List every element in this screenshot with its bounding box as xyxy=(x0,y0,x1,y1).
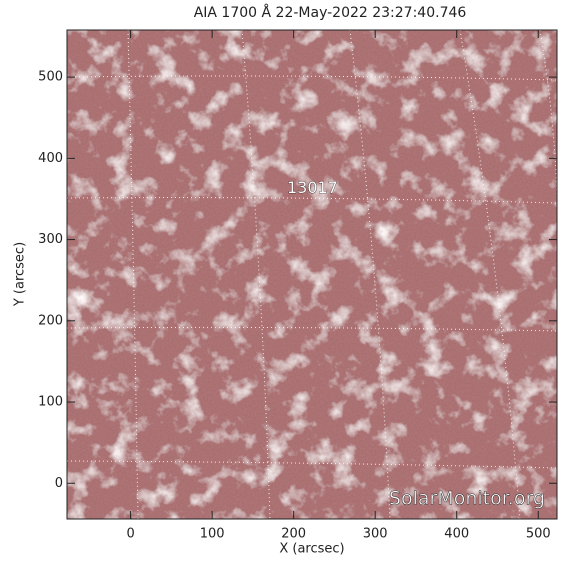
region-label: 13017 xyxy=(287,178,338,197)
y-tick-label: 0 xyxy=(55,476,63,491)
heliographic-grid xyxy=(66,29,558,520)
x-axis-label: X (arcsec) xyxy=(279,542,344,557)
x-tick-label: 200 xyxy=(281,527,306,542)
plot-frame xyxy=(66,29,558,520)
y-tick-label: 200 xyxy=(38,313,63,328)
y-tick-label: 300 xyxy=(38,232,63,247)
y-tick-label: 400 xyxy=(38,151,63,166)
x-tick-label: 500 xyxy=(526,527,551,542)
chart-title: AIA 1700 Å 22-May-2022 23:27:40.746 xyxy=(194,4,467,21)
y-axis-label: Y (arcsec) xyxy=(13,242,28,307)
y-tick-label: 500 xyxy=(38,70,63,85)
watermark: SolarMonitor.org xyxy=(389,488,545,510)
x-tick-label: 0 xyxy=(126,527,134,542)
x-tick-label: 100 xyxy=(200,527,225,542)
x-tick-label: 300 xyxy=(363,527,388,542)
x-tick-label: 400 xyxy=(444,527,469,542)
solar-image xyxy=(67,30,557,519)
y-tick-label: 100 xyxy=(38,395,63,410)
